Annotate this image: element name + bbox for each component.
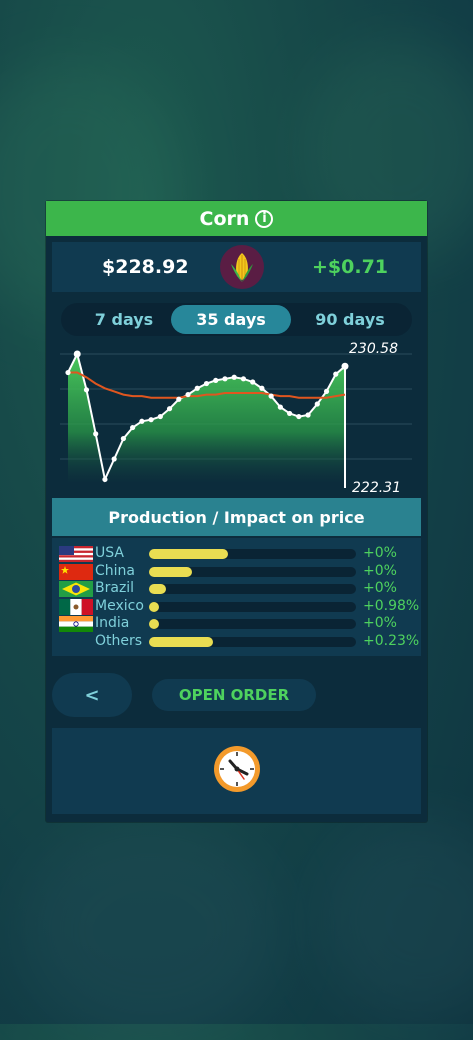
price-point <box>148 417 154 423</box>
price-point <box>222 376 228 382</box>
price-point <box>296 413 302 420</box>
price-impact: +0.23% <box>363 633 420 649</box>
price-impact: +0% <box>363 580 397 596</box>
info-icon[interactable]: i <box>255 209 274 228</box>
y-max-label: 230.58 <box>349 341 398 357</box>
production-row-usa: USA +0% <box>52 545 421 562</box>
price-impact: +0.98% <box>363 598 420 614</box>
moving-average-line <box>68 371 346 399</box>
production-bar <box>149 567 356 577</box>
production-bar-fill <box>149 619 160 629</box>
price-impact: +0% <box>363 615 397 631</box>
price-point <box>185 391 191 398</box>
production-row-brazil: Brazil +0% <box>52 580 421 597</box>
production-bar-fill <box>149 584 166 594</box>
price-point <box>305 412 311 418</box>
production-bar-fill <box>149 549 228 559</box>
price-point <box>176 396 182 402</box>
price-point <box>203 380 210 387</box>
production-row-mexico: Mexico +0.98% <box>52 598 421 615</box>
production-bar-fill <box>149 567 193 577</box>
price-point <box>120 435 126 442</box>
price-point <box>314 401 320 407</box>
commodity-panel: Corn i $228.92 +$0.71 7 days 35 days 90 … <box>46 201 427 822</box>
production-list: USA +0% China +0% Brazi <box>52 538 421 656</box>
production-bar-fill <box>149 602 160 612</box>
price-change: +$0.71 <box>312 256 389 278</box>
price-point <box>240 376 247 382</box>
price-point <box>323 388 330 395</box>
country-name: USA <box>95 545 124 561</box>
price-point <box>139 418 145 424</box>
country-name: India <box>95 615 130 631</box>
y-min-label: 222.31 <box>352 480 401 496</box>
title-bar: Corn i <box>46 201 427 236</box>
price-point <box>130 424 136 431</box>
price-point <box>213 377 219 384</box>
open-order-button[interactable]: OPEN ORDER <box>152 679 316 711</box>
tab-35-days[interactable]: 35 days <box>171 305 291 334</box>
production-bar <box>149 602 356 612</box>
back-button[interactable]: < <box>52 673 132 717</box>
price-point <box>277 404 283 410</box>
price-point <box>73 350 81 358</box>
price-point <box>194 385 200 391</box>
production-bar <box>149 619 356 629</box>
price-chart: 230.58 222.31 <box>52 341 421 496</box>
price-point <box>268 393 274 399</box>
india-flag-icon <box>59 616 93 632</box>
production-bar <box>149 584 356 594</box>
price-point <box>166 406 173 412</box>
production-bar-fill <box>149 637 214 647</box>
price-point <box>333 371 339 377</box>
clock-icon[interactable] <box>211 743 263 799</box>
country-name: Mexico <box>95 598 144 614</box>
price-point <box>102 476 108 483</box>
production-row-china: China +0% <box>52 563 421 580</box>
current-price: $228.92 <box>102 256 189 278</box>
tab-90-days[interactable]: 90 days <box>315 310 385 329</box>
price-point <box>83 387 90 393</box>
production-header: Production / Impact on price <box>52 498 421 536</box>
price-impact: +0% <box>363 545 397 561</box>
china-flag-icon <box>59 564 93 580</box>
country-name: Others <box>95 633 143 649</box>
price-point <box>93 431 99 437</box>
price-impact: +0% <box>363 563 397 579</box>
brazil-flag-icon <box>59 581 93 597</box>
background-blob <box>20 820 280 1040</box>
price-point <box>231 374 237 380</box>
production-bar <box>149 549 356 559</box>
production-row-india: India +0% <box>52 615 421 632</box>
price-point <box>259 385 265 391</box>
price-point <box>250 379 256 385</box>
price-point <box>341 362 349 370</box>
production-row-others: Others +0.23% <box>52 633 421 650</box>
price-point <box>65 369 71 376</box>
price-area <box>68 354 345 484</box>
mexico-flag-icon <box>59 599 93 615</box>
country-name: China <box>95 563 135 579</box>
price-point <box>157 413 163 420</box>
production-bar <box>149 637 356 647</box>
corn-icon <box>220 245 264 289</box>
timer-panel <box>52 728 421 814</box>
page-title: Corn <box>199 207 250 230</box>
price-point <box>111 456 117 462</box>
background-blob <box>320 820 473 1020</box>
usa-flag-icon <box>59 546 93 562</box>
tab-7-days[interactable]: 7 days <box>94 310 154 329</box>
price-bar: $228.92 +$0.71 <box>52 242 421 292</box>
price-point <box>287 410 293 417</box>
country-name: Brazil <box>95 580 135 596</box>
period-tabs: 7 days 35 days 90 days <box>61 303 412 336</box>
price-chart-svg <box>60 350 412 488</box>
